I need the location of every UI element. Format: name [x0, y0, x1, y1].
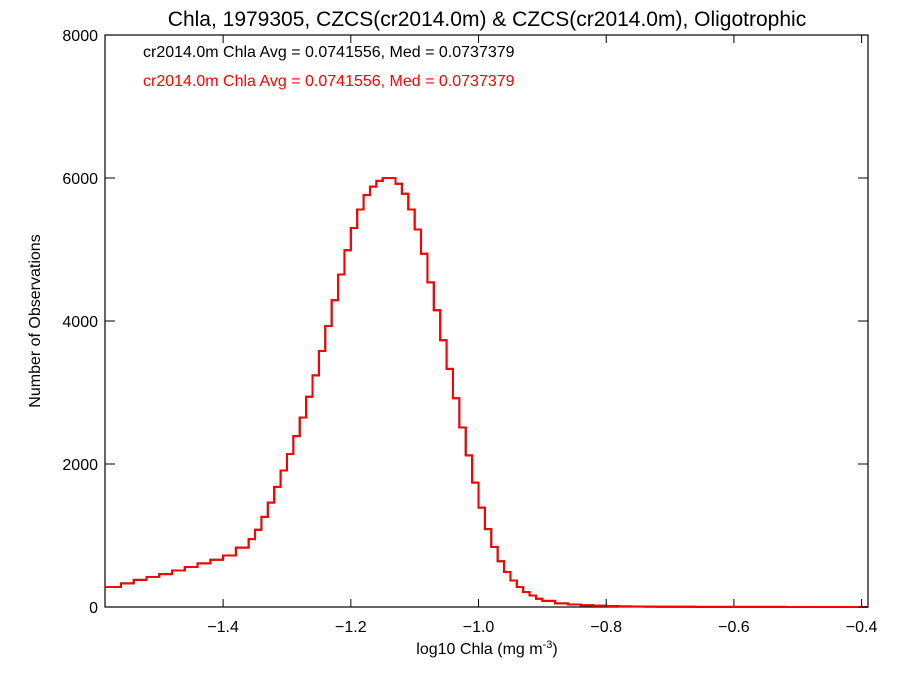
plot-area: [104, 34, 869, 608]
x-tick-label: −0.8: [590, 619, 622, 636]
y-tick-label: 2000: [62, 457, 98, 474]
x-tick-label: −1.2: [335, 619, 367, 636]
y-tick-label: 8000: [62, 28, 98, 45]
x-axis-ticks: −1.4 −1.2 −1.0 −0.8 −0.6 −0.4: [207, 35, 878, 636]
x-tick-label: −1.0: [463, 619, 495, 636]
x-tick-label: −0.6: [718, 619, 750, 636]
x-tick-label: −0.4: [846, 619, 878, 636]
y-tick-label: 6000: [62, 171, 98, 188]
y-axis-ticks: 0 2000 4000 6000 8000: [62, 28, 868, 617]
plot-frame: [104, 34, 869, 608]
y-tick-label: 0: [89, 600, 98, 617]
x-axis-label: log10 Chla (mg m-3): [416, 639, 557, 658]
y-axis-label: Number of Observations: [27, 234, 44, 407]
series-layer: [105, 177, 868, 608]
legend: cr2014.0m Chla Avg = 0.0741556, Med = 0.…: [143, 44, 515, 90]
chart-title: Chla, 1979305, CZCS(cr2014.0m) & CZCS(cr…: [168, 8, 806, 31]
y-tick-label: 4000: [62, 314, 98, 331]
x-tick-label: −1.4: [207, 619, 239, 636]
histogram-series-line-0: [105, 177, 868, 608]
legend-entry-1: cr2014.0m Chla Avg = 0.0741556, Med = 0.…: [143, 73, 515, 90]
histogram-series-line-1: [105, 177, 868, 608]
legend-entry-0: cr2014.0m Chla Avg = 0.0741556, Med = 0.…: [143, 44, 515, 61]
